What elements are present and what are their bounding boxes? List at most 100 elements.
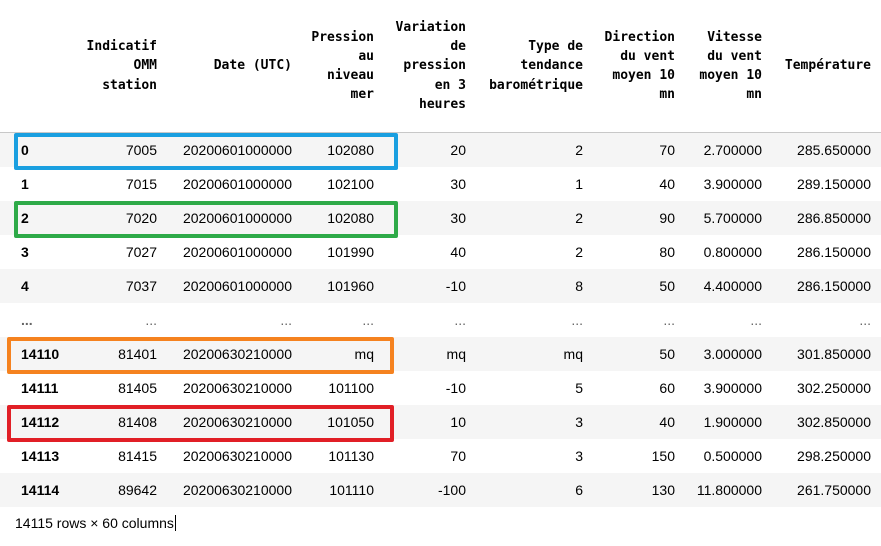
trend-type-cell: 5 bbox=[575, 380, 583, 396]
station-id-cell: 89642 bbox=[118, 482, 157, 498]
wind-direction-cell: 40 bbox=[659, 176, 675, 192]
table-row: 3 7027 20200601000000 101990 40 2 80 0.800000 28… bbox=[0, 235, 881, 269]
wind-direction-cell: 40 bbox=[659, 414, 675, 430]
row-index: 14112 bbox=[21, 414, 60, 430]
date-cell: 20200601000000 bbox=[182, 142, 292, 158]
variation-cell: -10 bbox=[445, 278, 466, 294]
dataframe-shape-label: 14115 rows × 60 columns bbox=[15, 514, 176, 532]
wind-speed-cell: 4.400000 bbox=[703, 278, 762, 294]
variation-cell: 70 bbox=[450, 448, 466, 464]
wind-direction-cell: ... bbox=[663, 312, 675, 328]
station-id-cell: 7037 bbox=[125, 278, 157, 294]
variation-cell: ... bbox=[454, 312, 466, 328]
table-row: 1 7015 20200601000000 102100 30 1 40 3.900000 28… bbox=[0, 167, 881, 201]
temperature-cell: 286.850000 bbox=[797, 210, 871, 226]
pressure-cell: 101100 bbox=[328, 380, 374, 396]
table-row: 2 7020 20200601000000 102080 30 2 90 5.700000 28… bbox=[0, 201, 881, 235]
header-sea-level-pressure: Pression au niveau mer bbox=[311, 29, 374, 103]
table-row: 14114 89642 20200630210000 101110 -100 6 130 11… bbox=[0, 473, 881, 507]
trend-type-cell: 3 bbox=[575, 448, 583, 464]
wind-speed-cell: 1.900000 bbox=[703, 414, 762, 430]
wind-speed-cell: ... bbox=[750, 312, 762, 328]
row-index: 14114 bbox=[21, 482, 60, 498]
wind-direction-cell: 70 bbox=[659, 142, 675, 158]
variation-cell: -100 bbox=[437, 482, 466, 498]
variation-cell: 40 bbox=[450, 244, 466, 260]
date-cell: 20200601000000 bbox=[182, 244, 292, 260]
date-cell: 20200601000000 bbox=[182, 210, 292, 226]
wind-speed-cell: 0.500000 bbox=[703, 448, 762, 464]
variation-cell: mq bbox=[446, 346, 466, 362]
trend-type-cell: 3 bbox=[575, 414, 583, 430]
row-index: 1 bbox=[21, 176, 29, 192]
row-index: 2 bbox=[21, 210, 29, 226]
pressure-cell: 102100 bbox=[327, 176, 374, 192]
header-pressure-variation-3h: Variation de pression en 3 heures bbox=[395, 19, 466, 112]
pressure-cell: 102080 bbox=[327, 210, 374, 226]
station-id-cell: 81415 bbox=[118, 448, 157, 464]
pressure-cell: 101960 bbox=[327, 278, 374, 294]
temperature-cell: 302.850000 bbox=[797, 414, 871, 430]
row-index: ... bbox=[21, 312, 33, 328]
ellipsis-row: ........................... bbox=[0, 303, 881, 337]
temperature-cell: 285.650000 bbox=[797, 142, 871, 158]
wind-direction-cell: 60 bbox=[659, 380, 675, 396]
station-id-cell: 7015 bbox=[125, 176, 157, 192]
wind-speed-cell: 3.900000 bbox=[703, 176, 762, 192]
pressure-cell: mq bbox=[354, 346, 374, 362]
wind-speed-cell: 0.800000 bbox=[703, 244, 762, 260]
trend-type-cell: 2 bbox=[575, 244, 583, 260]
date-cell: 20200601000000 bbox=[182, 176, 292, 192]
trend-type-cell: 8 bbox=[575, 278, 583, 294]
wind-direction-cell: 150 bbox=[651, 448, 675, 464]
date-cell: 20200630210000 bbox=[182, 380, 292, 396]
wind-direction-cell: 90 bbox=[659, 210, 675, 226]
dataframe-table: Indicatif OMM station Date (UTC) Pression … bbox=[0, 0, 881, 507]
row-index: 3 bbox=[21, 244, 29, 260]
variation-cell: 30 bbox=[450, 176, 466, 192]
station-id-cell: 7020 bbox=[125, 210, 157, 226]
table-row: 0 7005 20200601000000 102080 20 2 70 2.700000 28… bbox=[0, 133, 881, 167]
date-cell: 20200630210000 bbox=[182, 448, 292, 464]
variation-cell: 20 bbox=[450, 142, 466, 158]
row-index: 14113 bbox=[21, 448, 60, 464]
temperature-cell: 289.150000 bbox=[797, 176, 871, 192]
table-row: 4 7037 20200601000000 101960 -10 8 50 4.400000 2… bbox=[0, 269, 881, 303]
table-row: 14110 81401 20200630210000 mq mq mq 50 3.000000… bbox=[0, 337, 881, 371]
trend-type-cell: 6 bbox=[575, 482, 583, 498]
temperature-cell: 261.750000 bbox=[797, 482, 871, 498]
header-wind-direction: Direction du vent moyen 10 mn bbox=[604, 29, 675, 103]
wind-direction-cell: 50 bbox=[659, 278, 675, 294]
trend-type-cell: mq bbox=[563, 346, 583, 362]
temperature-cell: 301.850000 bbox=[797, 346, 871, 362]
station-id-cell: 81401 bbox=[118, 346, 157, 362]
station-id-cell: 81405 bbox=[118, 380, 157, 396]
table-header: Indicatif OMM station Date (UTC) Pression … bbox=[0, 0, 881, 133]
header-barometric-trend-type: Type de tendance barométrique bbox=[489, 39, 583, 93]
pressure-cell: 101050 bbox=[327, 414, 374, 430]
date-cell: 20200630210000 bbox=[182, 414, 292, 430]
temperature-cell: 286.150000 bbox=[797, 244, 871, 260]
temperature-cell: ... bbox=[859, 312, 871, 328]
wind-speed-cell: 5.700000 bbox=[703, 210, 762, 226]
row-index: 14111 bbox=[21, 380, 59, 396]
station-id-cell: 81408 bbox=[118, 414, 157, 430]
date-cell: 20200630210000 bbox=[182, 482, 292, 498]
date-cell: 20200630210000 bbox=[182, 346, 292, 362]
pressure-cell: ... bbox=[362, 312, 374, 328]
station-id-cell: ... bbox=[145, 312, 157, 328]
wind-speed-cell: 3.000000 bbox=[703, 346, 762, 362]
trend-type-cell: 1 bbox=[575, 176, 583, 192]
wind-direction-cell: 130 bbox=[651, 482, 675, 498]
variation-cell: -10 bbox=[445, 380, 466, 396]
variation-cell: 10 bbox=[450, 414, 466, 430]
row-index: 14110 bbox=[21, 346, 60, 362]
text-cursor bbox=[174, 515, 176, 531]
station-id-cell: 7005 bbox=[125, 142, 157, 158]
table-row: 14111 81405 20200630210000 101100 -10 5 60 3.90… bbox=[0, 371, 881, 405]
pressure-cell: 102080 bbox=[327, 142, 374, 158]
wind-direction-cell: 50 bbox=[659, 346, 675, 362]
pressure-cell: 101110 bbox=[329, 482, 374, 498]
trend-type-cell: ... bbox=[571, 312, 583, 328]
date-cell: 20200601000000 bbox=[182, 278, 292, 294]
